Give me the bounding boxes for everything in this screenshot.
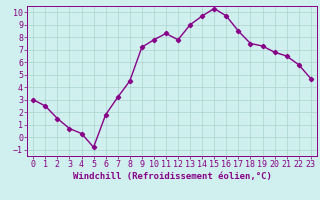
X-axis label: Windchill (Refroidissement éolien,°C): Windchill (Refroidissement éolien,°C) xyxy=(73,172,271,181)
